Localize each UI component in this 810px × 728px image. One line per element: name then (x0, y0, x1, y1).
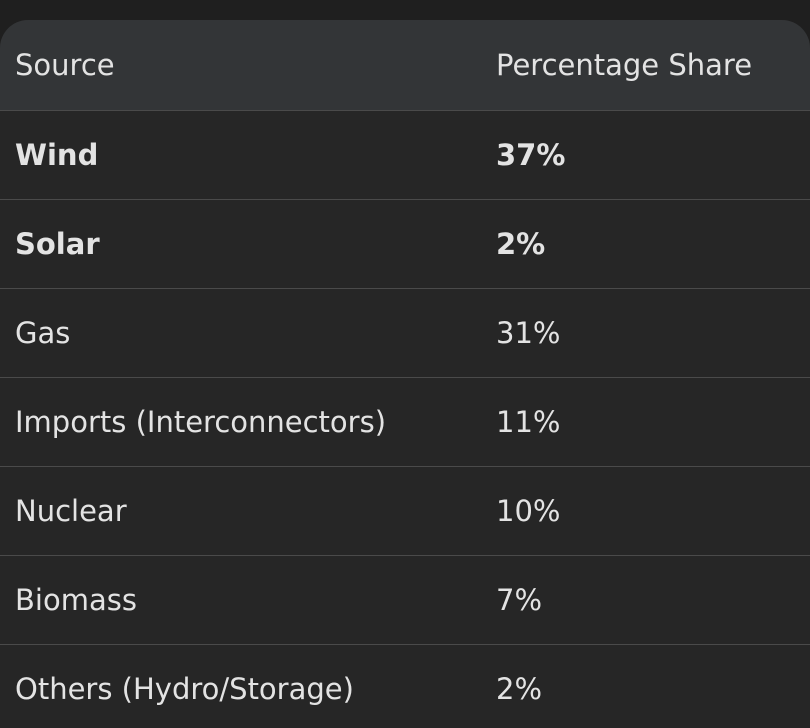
header-cell: Source (0, 20, 481, 111)
table-row: Gas 31% (0, 288, 810, 378)
table-cell: Imports (Interconnectors) (0, 377, 481, 467)
table-row: Imports (Interconnectors) 11% (0, 377, 810, 467)
table-cell: 31% (481, 288, 810, 378)
table-cell: Gas (0, 288, 481, 378)
table-cell: Nuclear (0, 466, 481, 556)
table-row: Others (Hydro/Storage) 2% (0, 644, 810, 728)
table-header: Source Percentage Share (0, 20, 810, 111)
table-cell: Wind (0, 110, 481, 200)
table-row: Solar 2% (0, 199, 810, 289)
header-row: Source Percentage Share (0, 20, 810, 111)
table: Source Percentage Share Wind 37% Solar 2% Gas… (0, 20, 810, 728)
table-body: Wind 37% Solar 2% Gas 31% Imports (Interconnec… (0, 110, 810, 728)
table-cell: 7% (481, 555, 810, 645)
header-cell: Percentage Share (481, 20, 810, 111)
table-cell: Solar (0, 199, 481, 289)
table-row: Biomass 7% (0, 555, 810, 645)
table-card: Source Percentage Share Wind 37% Solar 2% Gas… (0, 20, 810, 728)
table-cell: 2% (481, 644, 810, 728)
table-cell: 37% (481, 110, 810, 200)
table-cell: 11% (481, 377, 810, 467)
table-cell: Biomass (0, 555, 481, 645)
table-cell: Others (Hydro/Storage) (0, 644, 481, 728)
table-row: Nuclear 10% (0, 466, 810, 556)
table-cell: 2% (481, 199, 810, 289)
table-cell: 10% (481, 466, 810, 556)
table-row: Wind 37% (0, 110, 810, 200)
